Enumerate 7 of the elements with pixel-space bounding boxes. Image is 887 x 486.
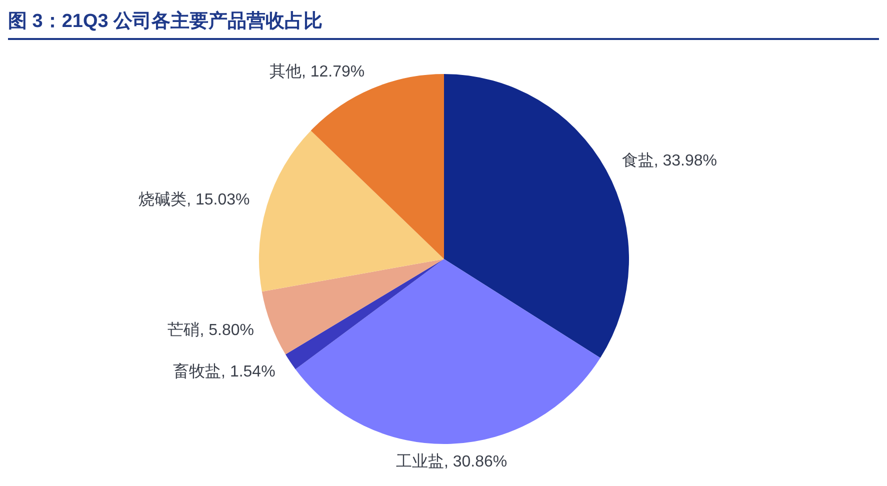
slice-label: 工业盐, 30.86%: [396, 452, 508, 470]
slice-label: 芒硝, 5.80%: [168, 320, 254, 339]
slice-label: 其他, 12.79%: [269, 62, 365, 81]
slice-label: 畜牧盐, 1.54%: [173, 362, 276, 380]
chart-title: 图 3：21Q3 公司各主要产品营收占比: [8, 8, 879, 40]
slice-label: 食盐, 33.98%: [622, 152, 717, 170]
slice-label: 烧碱类, 15.03%: [138, 190, 250, 208]
